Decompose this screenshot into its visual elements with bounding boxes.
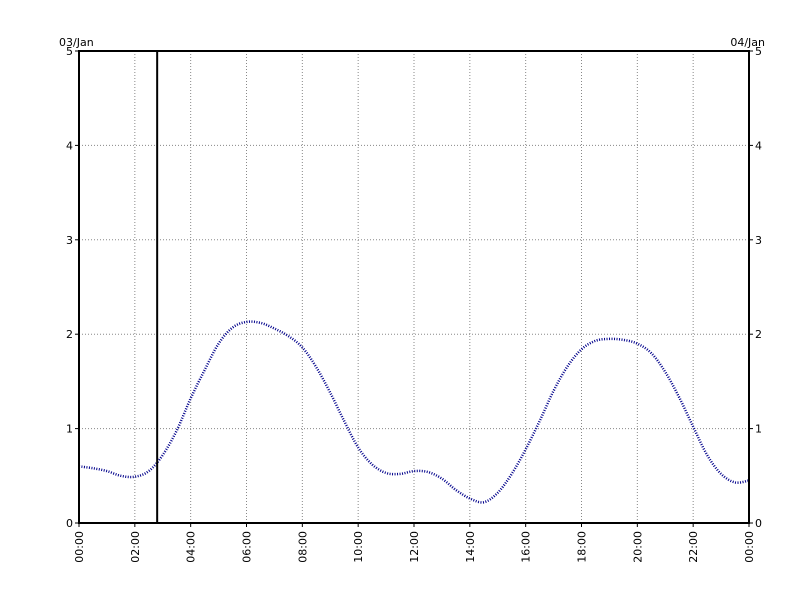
x-tick-label: 12:00 — [408, 531, 421, 563]
x-tick-label: 14:00 — [464, 531, 477, 563]
y-tick-label-left: 1 — [66, 423, 73, 436]
end-date-label: 04/Jan — [730, 36, 765, 49]
x-tick-label: 08:00 — [296, 531, 309, 563]
y-tick-label-right: 2 — [755, 328, 762, 341]
x-tick-label: 18:00 — [576, 531, 589, 563]
y-tick-label-left: 2 — [66, 328, 73, 341]
x-tick-label: 00:00 — [73, 531, 86, 563]
start-date-label: 03/Jan — [59, 36, 94, 49]
y-tick-label-right: 4 — [755, 139, 762, 152]
y-tick-label-left: 0 — [66, 517, 73, 530]
y-tick-label-left: 5 — [66, 45, 73, 58]
x-tick-label: 16:00 — [520, 531, 533, 563]
x-tick-label: 10:00 — [352, 531, 365, 563]
y-tick-label-right: 0 — [755, 517, 762, 530]
x-tick-label: 06:00 — [241, 531, 254, 563]
y-tick-label-right: 5 — [755, 45, 762, 58]
grid-lines — [79, 51, 749, 523]
x-tick-label: 00:00 — [743, 531, 756, 563]
plot-frame — [78, 50, 750, 524]
x-tick-label: 02:00 — [129, 531, 142, 563]
y-tick-label-left: 4 — [66, 139, 73, 152]
x-tick-label: 20:00 — [631, 531, 644, 563]
y-tick-label-left: 3 — [66, 234, 73, 247]
y-tick-label-right: 3 — [755, 234, 762, 247]
y-tick-label-right: 1 — [755, 423, 762, 436]
x-tick-label: 22:00 — [687, 531, 700, 563]
tick-layer: 00:00 02:00 04:00 06:00 08:00 10:00 12:00 14:00… — [66, 45, 762, 563]
x-tick-label: 04:00 — [185, 531, 198, 563]
